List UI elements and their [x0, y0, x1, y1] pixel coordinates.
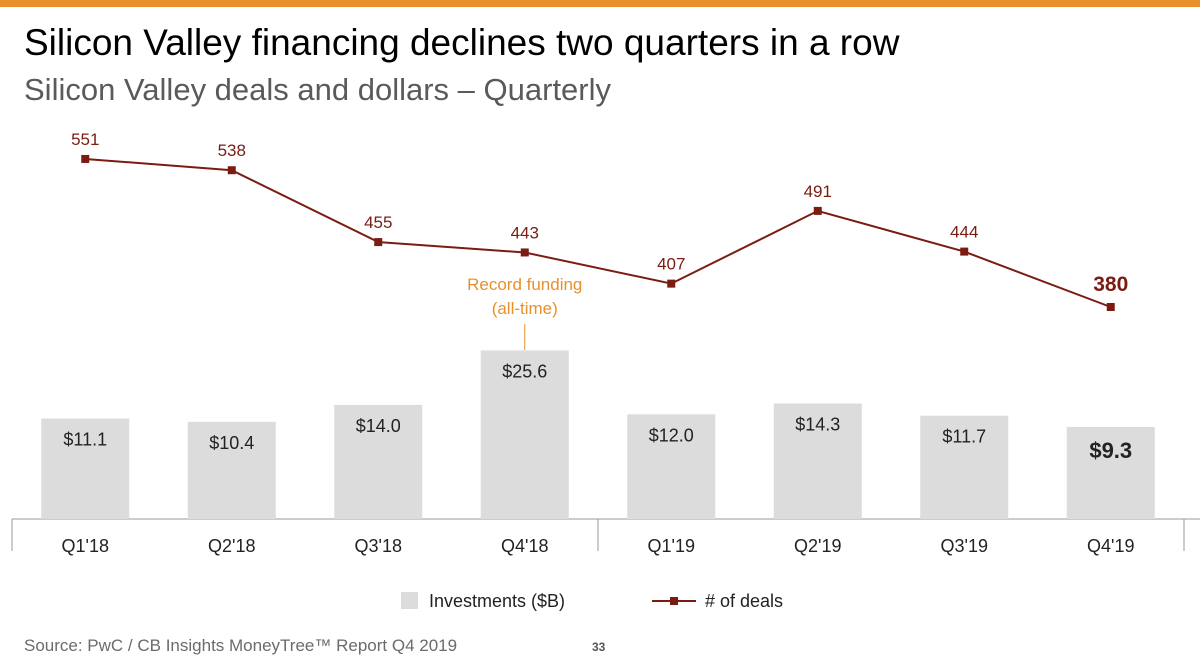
deals-value-label: 407 — [657, 255, 685, 274]
deals-line — [85, 157, 1112, 308]
bar-value-label: $14.3 — [795, 415, 840, 435]
deals-value-label: 491 — [804, 182, 832, 201]
deals-value-label: 444 — [950, 223, 978, 242]
annotation-text-line2: (all-time) — [492, 299, 558, 318]
deals-value-label: 538 — [218, 141, 246, 160]
x-tick-label: Q1'19 — [648, 536, 695, 556]
deals-point-Q1'18 — [81, 154, 90, 163]
x-tick-label: Q2'18 — [208, 536, 255, 556]
deals-value-label: 380 — [1093, 273, 1128, 296]
bar-Q4'19 — [1066, 427, 1155, 519]
legend-bar-swatch — [401, 592, 418, 609]
deals-point-Q2'18 — [227, 166, 236, 175]
bar-value-label: $14.0 — [356, 416, 401, 436]
bar-value-label: $25.6 — [502, 361, 547, 381]
deals-point-Q4'18 — [520, 248, 529, 257]
deals-point-Q4'19 — [1106, 303, 1115, 311]
bar-Q3'18 — [334, 404, 423, 519]
deals-point-Q1'19 — [667, 279, 676, 288]
bar-Q2'19 — [773, 403, 862, 519]
deals-value-label: 443 — [511, 223, 539, 242]
bar-value-label: $11.7 — [942, 427, 986, 447]
x-tick-label: Q3'19 — [941, 536, 988, 556]
deals-value-label: 455 — [364, 213, 392, 232]
bar-Q1'19 — [627, 414, 716, 519]
legend-line-marker — [670, 597, 678, 605]
bar-value-label: $9.3 — [1089, 438, 1132, 463]
legend-line-label: # of deals — [705, 591, 783, 611]
deals-point-Q3'18 — [374, 238, 383, 247]
annotation-text-line1: Record funding — [467, 275, 582, 294]
legend-bar-label: Investments ($B) — [429, 591, 565, 611]
x-tick-label: Q3'18 — [355, 536, 402, 556]
bar-value-label: $10.4 — [209, 433, 254, 453]
deals-value-label: 551 — [71, 130, 99, 149]
page-subtitle: Silicon Valley deals and dollars – Quart… — [24, 72, 612, 107]
x-tick-label: Q1'18 — [62, 536, 109, 556]
x-tick-label: Q4'19 — [1087, 536, 1134, 556]
bar-value-label: $12.0 — [649, 425, 694, 445]
top-accent-bar — [0, 0, 1200, 7]
bar-Q3'19 — [920, 415, 1009, 519]
deals-point-Q3'19 — [960, 247, 969, 256]
page-number: 33 — [592, 640, 606, 654]
page-title: Silicon Valley financing declines two qu… — [24, 22, 900, 63]
bar-value-label: $11.1 — [63, 430, 107, 450]
x-tick-label: Q2'19 — [794, 536, 841, 556]
bar-Q4'18 — [480, 350, 569, 519]
x-tick-label: Q4'18 — [501, 536, 548, 556]
bar-Q2'18 — [187, 421, 276, 519]
deals-point-Q2'19 — [813, 206, 822, 215]
source-note: Source: PwC / CB Insights MoneyTree™ Rep… — [24, 636, 458, 655]
bar-Q1'18 — [41, 418, 130, 519]
